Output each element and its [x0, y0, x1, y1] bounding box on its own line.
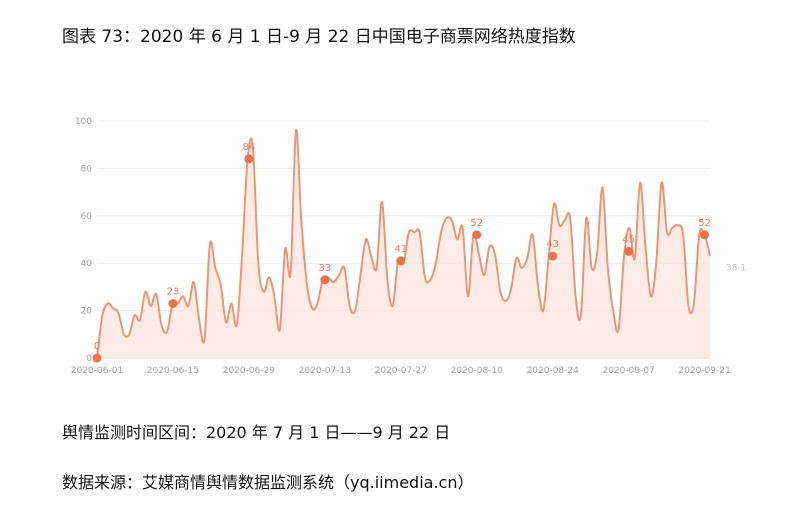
data-point-marker	[624, 246, 634, 256]
x-tick-label: 2020-06-01	[71, 366, 123, 376]
y-tick-label: 0	[86, 354, 92, 364]
x-tick-label: 2020-06-15	[147, 366, 199, 376]
y-tick-label: 100	[75, 117, 92, 127]
y-tick-label: 80	[81, 164, 93, 174]
data-point-marker	[548, 251, 558, 261]
heat-index-chart: 0 20 40 60 80 100 2020-06-01 2020-06-15 2020-06…	[0, 100, 808, 390]
x-tick-label: 2020-08-10	[451, 366, 504, 376]
x-tick-label: 2020-08-24	[527, 366, 580, 376]
data-point-marker	[92, 353, 102, 363]
labeled-points: 0 23 84 33 41 52 43 45 52	[92, 142, 711, 363]
y-tick-label: 20	[81, 307, 93, 317]
x-axis: 2020-06-01 2020-06-15 2020-06-29 2020-07-13…	[71, 357, 731, 376]
x-tick-label: 2020-07-27	[375, 366, 427, 376]
series-area	[97, 129, 710, 358]
data-point-label: 52	[470, 218, 483, 229]
data-point-label: 52	[698, 218, 711, 229]
x-tick-label: 2020-09-21	[678, 366, 730, 376]
figure-title: 图表 73：2020 年 6 月 1 日-9 月 22 日中国电子商票网络热度指…	[62, 27, 576, 47]
x-tick-label: 2020-09-07	[602, 366, 654, 376]
data-point-label: 45	[622, 234, 635, 245]
y-axis: 0 20 40 60 80 100	[75, 117, 92, 364]
data-point-label: 43	[546, 239, 559, 250]
data-point-marker	[700, 230, 710, 240]
data-point-marker	[320, 275, 330, 285]
data-point-label: 33	[318, 263, 331, 274]
data-point-label: 41	[394, 244, 407, 255]
y-tick-label: 40	[81, 259, 93, 269]
data-point-label: 0	[94, 341, 100, 352]
y-tick-label: 60	[81, 212, 93, 222]
x-tick-label: 2020-06-29	[223, 366, 276, 376]
data-point-label: 23	[167, 286, 180, 297]
data-point-label: 84	[243, 142, 256, 153]
data-point-marker	[168, 298, 178, 308]
x-tick-label: 2020-07-13	[299, 366, 351, 376]
data-point-marker	[472, 230, 482, 240]
data-source-note: 数据来源：艾媒商情舆情数据监测系统（yq.iimedia.cn）	[62, 473, 474, 492]
data-point-marker	[396, 256, 406, 266]
data-point-marker	[244, 154, 254, 164]
series-end-label: 38.1	[726, 264, 746, 274]
monitoring-range-note: 舆情监测时间区间：2020 年 7 月 1 日——9 月 22 日	[62, 423, 451, 442]
